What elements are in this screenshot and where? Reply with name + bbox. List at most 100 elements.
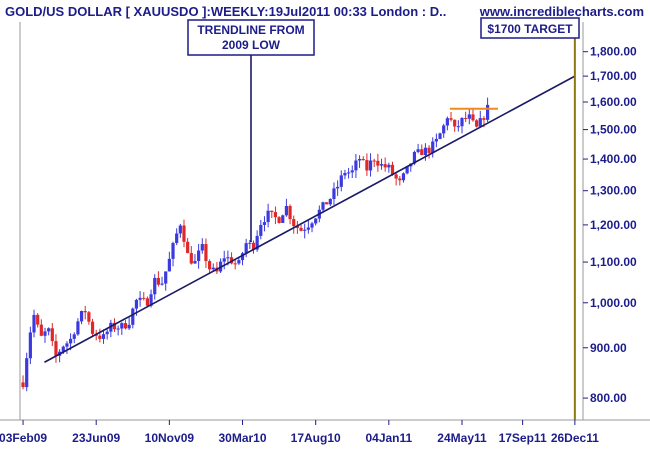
candle (200, 238, 204, 254)
candle (50, 323, 54, 347)
y-tick-label: 1,200.00 (590, 218, 637, 232)
candle (39, 319, 43, 337)
candle (105, 327, 109, 340)
candle (167, 251, 171, 272)
y-tick-label: 1,300.00 (590, 184, 637, 198)
y-axis-ticks: 800.00 900.00 1,000.00 1,100.00 1,200.00 1,30… (583, 45, 637, 405)
candle (390, 161, 395, 176)
candle (72, 332, 76, 344)
candle (259, 219, 263, 240)
candle (445, 116, 449, 131)
candle (336, 180, 340, 196)
candle (21, 375, 25, 390)
candle (332, 182, 336, 205)
candle (438, 132, 442, 140)
candle (36, 313, 40, 328)
candle (178, 223, 182, 238)
candle (310, 221, 314, 233)
x-tick-label: 17Sep11 (499, 431, 547, 445)
x-axis-ticks: 03Feb09 23Jun09 10Nov09 30Mar10 17Aug10 04Jan… (0, 420, 599, 445)
candle (87, 310, 91, 325)
candle (131, 307, 135, 329)
y-tick-label: 1,000.00 (590, 296, 637, 310)
x-tick-label: 24May11 (437, 431, 487, 445)
candle (299, 224, 303, 232)
candle (273, 206, 278, 225)
x-tick-label: 26Dec11 (551, 431, 599, 445)
candle (292, 215, 296, 234)
candle (28, 326, 32, 365)
candle (54, 334, 58, 363)
candle (398, 175, 402, 186)
candle (90, 318, 95, 338)
candle (43, 327, 47, 343)
candle (101, 329, 106, 344)
trendline (44, 75, 576, 363)
x-tick-label: 17Aug10 (291, 431, 341, 445)
candle (164, 271, 168, 291)
candle (420, 144, 424, 156)
candle (83, 305, 87, 320)
candle (47, 327, 51, 336)
candle (387, 162, 391, 173)
candle (361, 156, 365, 161)
candle (186, 237, 190, 254)
candle (478, 110, 482, 128)
x-tick-label: 10Nov09 (145, 431, 195, 445)
candle (354, 154, 358, 179)
candle (284, 198, 289, 217)
candle (328, 198, 332, 207)
y-tick-label: 1,400.00 (590, 152, 637, 166)
candle (456, 120, 460, 132)
y-tick-label: 1,800.00 (590, 45, 637, 59)
candle (453, 119, 457, 132)
candle (25, 352, 29, 392)
trendline-annotation-line1: TRENDLINE FROM (197, 23, 304, 37)
candle (416, 143, 420, 154)
trendline-annotation-box (187, 19, 315, 56)
candle (471, 107, 475, 122)
candle (266, 203, 270, 228)
trendline-annotation-line2: 2009 LOW (222, 38, 281, 52)
candle (303, 223, 307, 239)
candle (248, 240, 252, 249)
candle (233, 259, 237, 270)
candle (423, 143, 428, 161)
candle (379, 158, 384, 170)
candle (262, 216, 267, 232)
source-watermark: www.incrediblecharts.com (479, 4, 644, 19)
candle (383, 157, 387, 172)
candle (145, 296, 150, 307)
candle (460, 117, 464, 134)
candle (79, 310, 84, 325)
candle (207, 259, 212, 273)
candle (222, 250, 226, 270)
candle (127, 317, 131, 331)
candle (372, 158, 376, 168)
candle (442, 123, 446, 138)
candle (160, 276, 164, 286)
candle (204, 238, 208, 268)
candle (394, 172, 398, 186)
candle (123, 319, 128, 330)
candle (475, 119, 479, 128)
candle (116, 325, 120, 336)
y-tick-label: 1,500.00 (590, 123, 637, 137)
candle (277, 216, 281, 224)
candle (434, 133, 438, 148)
chart-title: GOLD/US DOLLAR [ XAUUSDO ]:WEEKLY:19Jul2… (5, 4, 446, 19)
candle (431, 137, 435, 158)
candle (464, 111, 468, 123)
target-annotation-box (480, 17, 580, 39)
candle (153, 274, 157, 300)
x-tick-label: 03Feb09 (0, 431, 47, 445)
y-tick-label: 1,700.00 (590, 69, 637, 83)
candle (142, 292, 146, 301)
candle (189, 246, 193, 265)
candle (295, 220, 299, 234)
candle (197, 243, 201, 269)
candle (156, 271, 160, 287)
candle (171, 241, 175, 267)
